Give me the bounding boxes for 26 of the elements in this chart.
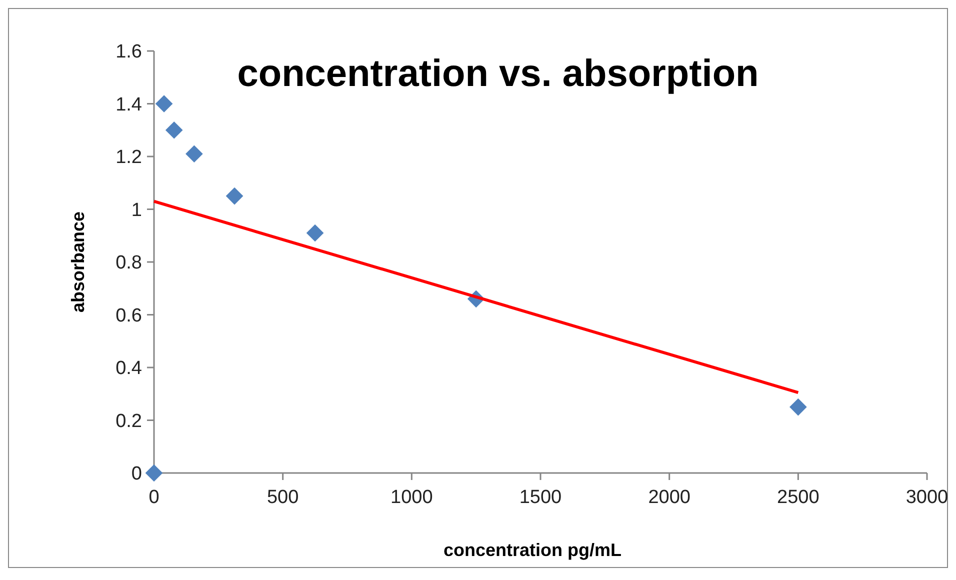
y-tick-label: 0.8 <box>116 252 142 274</box>
x-tick-label: 500 <box>266 487 299 508</box>
x-tick-label: 2500 <box>777 487 820 508</box>
x-tick-label: 3000 <box>906 487 948 508</box>
x-axis-title: concentration pg/mL <box>443 540 622 560</box>
point <box>145 464 163 482</box>
point <box>155 95 173 112</box>
y-tick-label: 0 <box>131 464 142 485</box>
y-tick-label: 1.4 <box>116 94 142 116</box>
y-tick-label: 1.2 <box>116 147 142 168</box>
y-axis-title: absorbance <box>68 211 88 313</box>
point <box>186 145 203 163</box>
y-tick-label: 0.2 <box>116 410 142 432</box>
y-tick-label: 1.6 <box>116 42 142 63</box>
x-tick-label: 2000 <box>648 487 690 508</box>
y-tick-label: 1 <box>131 200 142 221</box>
chart-title: concentration vs. absorption <box>237 53 759 95</box>
x-tick-label: 1000 <box>390 487 433 508</box>
x-tick-label: 1500 <box>519 487 562 508</box>
point <box>165 121 183 139</box>
point <box>790 398 807 416</box>
x-tick-label: 0 <box>148 487 160 508</box>
y-tick-label: 0.4 <box>116 358 142 380</box>
point <box>226 187 244 205</box>
point <box>306 224 324 242</box>
y-tick-label: 0.6 <box>116 305 142 326</box>
